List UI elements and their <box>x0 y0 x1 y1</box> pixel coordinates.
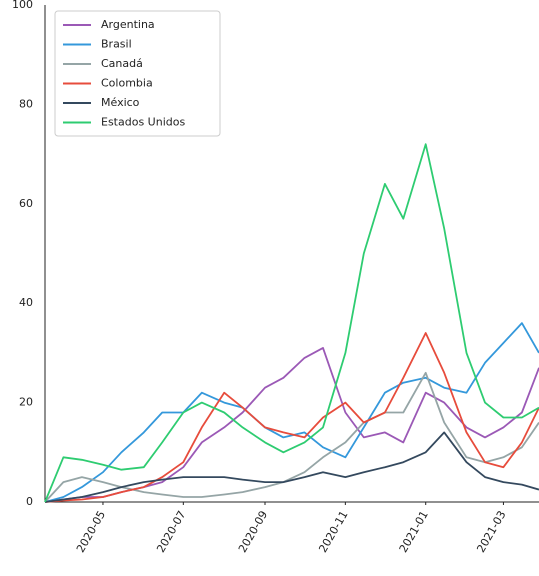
x-tick-label: 2021-01 <box>397 509 431 555</box>
y-tick-label: 40 <box>19 296 33 309</box>
y-tick-label: 20 <box>19 396 33 409</box>
legend: Argentina Brasil Canadá Colombia México Estad… <box>54 10 221 137</box>
y-tick-label: 60 <box>19 197 33 210</box>
legend-label: Brasil <box>101 38 132 51</box>
y-tick-label: 100 <box>12 0 33 11</box>
series-line <box>44 143 539 503</box>
legend-label: México <box>101 96 140 109</box>
x-tick-label: 2020-09 <box>236 509 270 555</box>
series-line <box>44 431 539 503</box>
y-tick-label: 80 <box>19 97 33 110</box>
x-tick-label: 2020-11 <box>316 509 350 555</box>
legend-label: Argentina <box>101 18 155 31</box>
series-line <box>44 322 539 503</box>
x-tick-label: 2021-03 <box>474 509 508 555</box>
legend-label: Canadá <box>101 57 143 70</box>
legend-label: Colombia <box>101 77 153 90</box>
series-line <box>44 332 539 503</box>
x-tick-label: 2020-05 <box>74 509 108 555</box>
x-tick-label: 2020-07 <box>154 509 188 555</box>
legend-box <box>54 10 221 137</box>
series-line <box>44 371 539 503</box>
y-tick-label: 0 <box>26 495 33 508</box>
legend-label: Estados Unidos <box>101 116 185 129</box>
